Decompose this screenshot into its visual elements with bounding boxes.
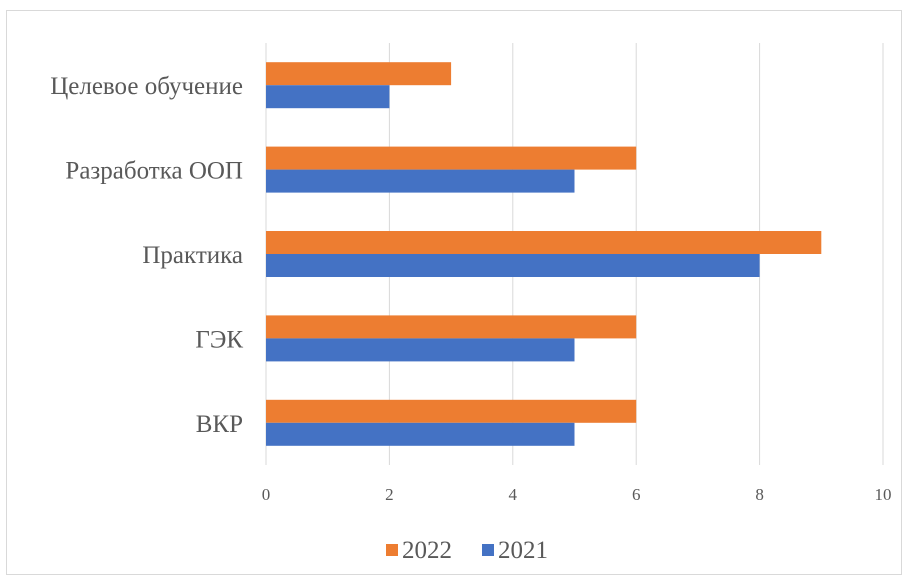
bar-2021-3 — [266, 169, 575, 193]
legend-swatch-2021 — [482, 544, 494, 556]
chart-frame — [6, 10, 902, 575]
legend: 2022 2021 — [386, 537, 548, 564]
x-tick-label: 8 — [755, 485, 764, 504]
bar-2022-3 — [266, 146, 637, 170]
category-label: Целевое обучение — [50, 73, 243, 100]
bar-2021-4 — [266, 85, 390, 109]
x-tick-label: 4 — [509, 485, 518, 504]
legend-label-2022: 2022 — [402, 537, 452, 564]
x-tick-label: 2 — [385, 485, 394, 504]
bar-2022-1 — [266, 315, 637, 339]
bars — [266, 62, 822, 446]
bar-2021-1 — [266, 338, 575, 362]
x-tick-label: 6 — [632, 485, 641, 504]
bar-2022-4 — [266, 62, 452, 86]
x-tick-label: 0 — [262, 485, 271, 504]
legend-label-2021: 2021 — [498, 537, 548, 564]
category-labels: ВКР ГЭК Практика Разработка ООП Целевое обуч… — [50, 73, 243, 438]
x-tick-label: 10 — [875, 485, 892, 504]
bar-2021-2 — [266, 254, 760, 277]
tick-labels: 0 2 4 6 8 10 — [262, 485, 892, 504]
category-label: Практика — [142, 242, 243, 269]
category-label: ГЭК — [195, 326, 243, 353]
bar-2022-0 — [266, 399, 637, 423]
category-label: Разработка ООП — [65, 158, 243, 185]
bar-2022-2 — [266, 231, 822, 254]
legend-swatch-2022 — [386, 544, 398, 556]
bar-2021-0 — [266, 422, 575, 446]
category-label: ВКР — [196, 411, 243, 438]
